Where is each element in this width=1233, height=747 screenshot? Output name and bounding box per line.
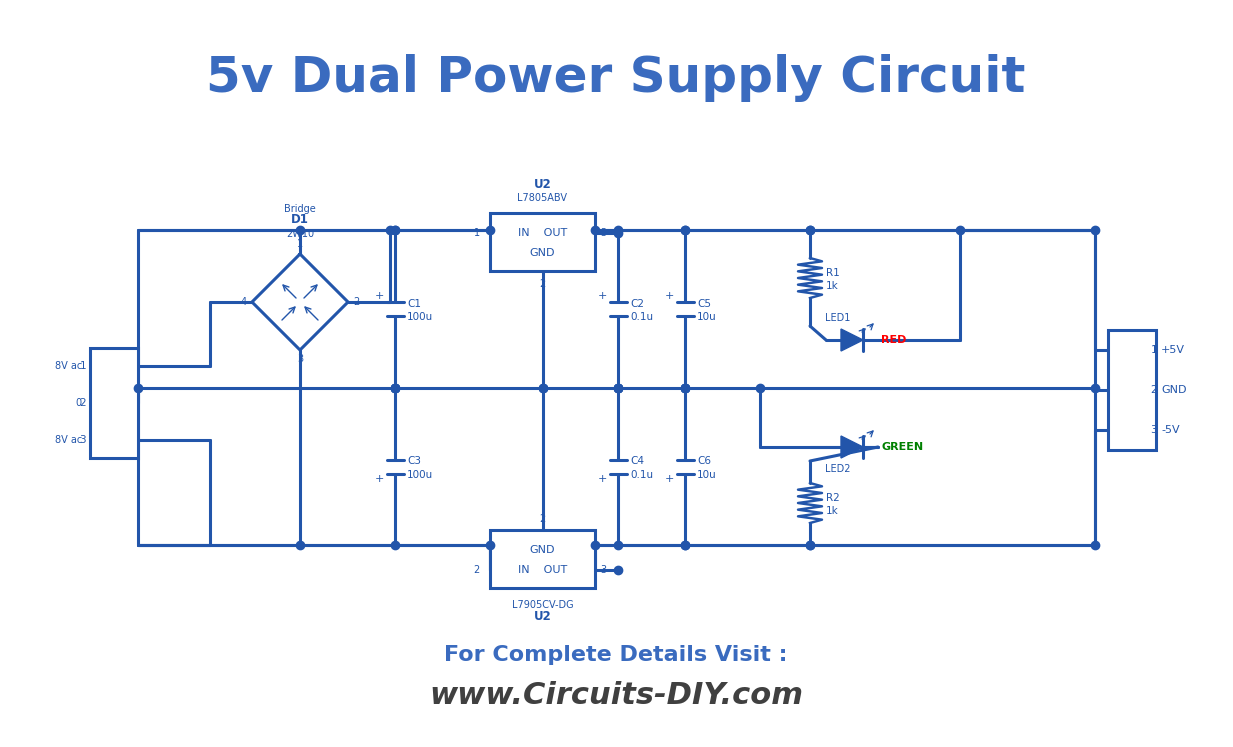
Text: 2: 2: [1150, 385, 1157, 395]
Text: 0.1u: 0.1u: [630, 470, 653, 480]
Text: 1k: 1k: [826, 281, 838, 291]
Text: 1: 1: [297, 239, 303, 249]
Text: R2: R2: [826, 493, 840, 503]
Text: C5: C5: [697, 299, 711, 309]
Text: 2: 2: [539, 514, 546, 524]
Text: +: +: [375, 474, 385, 485]
Text: 4: 4: [240, 297, 247, 307]
Text: LED2: LED2: [825, 464, 851, 474]
Text: LED1: LED1: [825, 313, 851, 323]
Text: GND: GND: [530, 545, 555, 555]
Text: 10u: 10u: [697, 470, 716, 480]
Text: +: +: [598, 291, 608, 301]
Text: 100u: 100u: [407, 312, 433, 322]
Text: C3: C3: [407, 456, 420, 466]
Text: -5V: -5V: [1161, 425, 1180, 435]
Text: U2: U2: [534, 178, 551, 191]
Text: C2: C2: [630, 299, 644, 309]
Text: 1: 1: [79, 361, 86, 371]
Text: 5v Dual Power Supply Circuit: 5v Dual Power Supply Circuit: [206, 54, 1026, 102]
Text: +5V: +5V: [1161, 345, 1185, 355]
Text: 10u: 10u: [697, 312, 716, 322]
Text: 2: 2: [79, 398, 86, 408]
Bar: [90, 348, 138, 458]
Bar: [1108, 330, 1157, 450]
Text: 1: 1: [473, 228, 480, 238]
Text: GND: GND: [530, 248, 555, 258]
Text: C1: C1: [407, 299, 420, 309]
Text: www.Circuits-DIY.com: www.Circuits-DIY.com: [429, 681, 803, 710]
Text: R1: R1: [826, 268, 840, 278]
Text: 3: 3: [1150, 425, 1157, 435]
Text: 2W10: 2W10: [286, 229, 314, 239]
Text: +: +: [375, 291, 385, 301]
Text: 1k: 1k: [826, 506, 838, 516]
Polygon shape: [841, 436, 863, 458]
Text: C4: C4: [630, 456, 644, 466]
Text: 2: 2: [473, 565, 480, 575]
Text: 1: 1: [1150, 345, 1157, 355]
Text: +: +: [598, 474, 608, 485]
Text: +: +: [665, 474, 674, 485]
Text: GREEN: GREEN: [882, 442, 924, 452]
Text: IN    OUT: IN OUT: [518, 228, 567, 238]
Text: 8V ac: 8V ac: [54, 435, 83, 445]
Text: 0: 0: [76, 398, 83, 408]
Text: 3: 3: [79, 435, 86, 445]
Text: 2: 2: [539, 279, 546, 289]
Bar: [490, 530, 596, 588]
Bar: [490, 213, 596, 271]
Text: 3: 3: [297, 354, 303, 364]
Text: C6: C6: [697, 456, 711, 466]
Text: D1: D1: [291, 213, 309, 226]
Text: 2: 2: [353, 297, 359, 307]
Text: RED: RED: [882, 335, 906, 345]
Text: 3: 3: [600, 565, 607, 575]
Text: GND: GND: [1161, 385, 1186, 395]
Text: For Complete Details Visit :: For Complete Details Visit :: [444, 645, 788, 665]
Text: 3: 3: [600, 228, 607, 238]
Text: L7805ABV: L7805ABV: [518, 193, 567, 203]
Text: 100u: 100u: [407, 470, 433, 480]
Text: 0.1u: 0.1u: [630, 312, 653, 322]
Polygon shape: [841, 329, 863, 351]
Text: IN    OUT: IN OUT: [518, 565, 567, 575]
Text: U2: U2: [534, 610, 551, 623]
Text: 8V ac: 8V ac: [54, 361, 83, 371]
Text: L7905CV-DG: L7905CV-DG: [512, 600, 573, 610]
Text: +: +: [665, 291, 674, 301]
Text: Bridge: Bridge: [284, 204, 316, 214]
